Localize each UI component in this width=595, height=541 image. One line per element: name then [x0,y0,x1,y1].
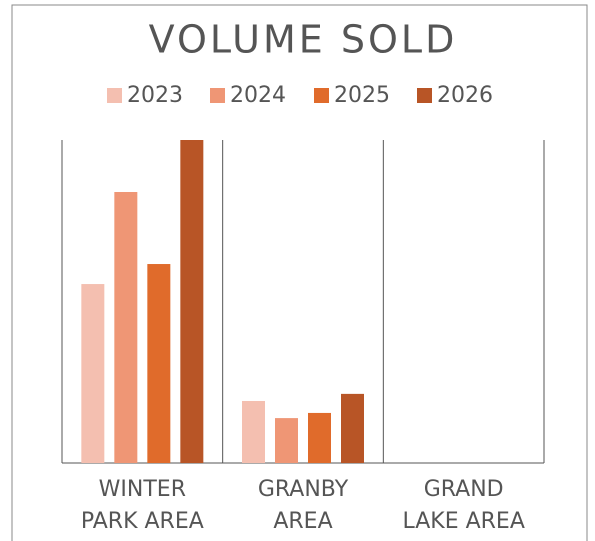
chart-title: VOLUME SOLD [149,18,458,62]
x-tick-label: GRAND LAKE AREA [402,477,524,534]
legend-swatch [314,88,329,103]
legend-swatch [417,88,432,103]
x-tick-label: GRANBY AREA [258,477,349,534]
bar [114,192,138,464]
bar [341,393,364,463]
legend-swatch [107,88,122,103]
bar [81,284,105,463]
legend-swatch [210,88,225,103]
bar [147,264,171,463]
bar [242,400,265,463]
legend-label: 2023 [127,83,183,108]
bar [180,140,204,463]
legend-label: 2024 [230,83,286,108]
x-tick-label: WINTER PARK AREA [81,477,204,534]
chart-frame [11,4,588,541]
legend-label: 2025 [334,83,390,108]
legend-label: 2026 [437,83,493,108]
bar [308,412,331,463]
bar [275,418,298,463]
